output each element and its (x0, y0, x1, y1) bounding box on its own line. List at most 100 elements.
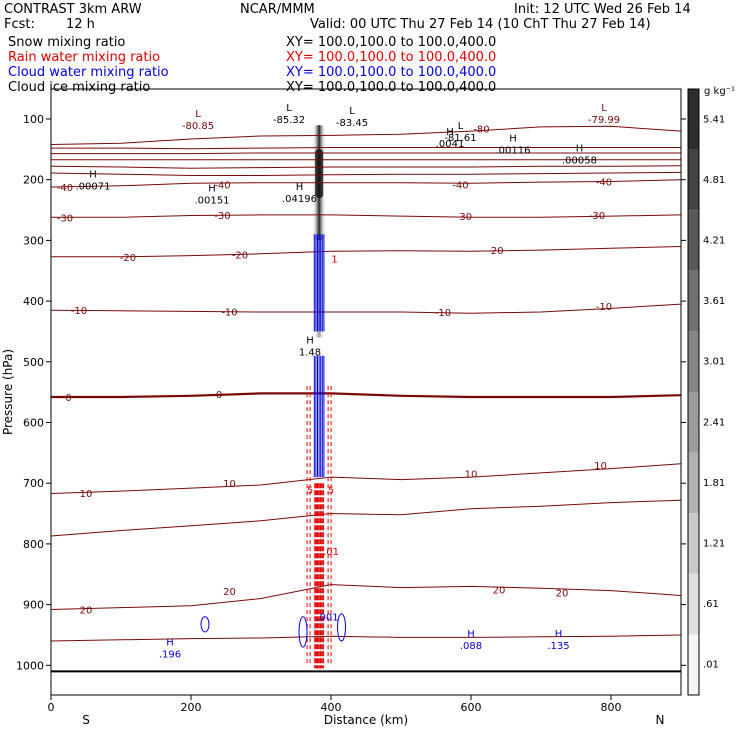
field-rain-xy: XY= 100.0,100.0 to 100.0,400.0 (286, 50, 497, 65)
x-end-label-north: N (656, 713, 665, 727)
y-tick-label: 300 (23, 234, 44, 247)
colorbar-segment (688, 573, 699, 635)
isotherm-line (51, 147, 681, 150)
valid-time: Valid: 00 UTC Thu 27 Feb 14 (10 ChT Thu … (310, 17, 651, 32)
colorbar-tick-label: 1.21 (703, 539, 725, 550)
contour-label: .01 (323, 547, 339, 558)
extremum-marker: H (296, 182, 304, 193)
colorbar-segment (688, 634, 699, 695)
isotherm-label: -20 (232, 250, 248, 261)
isotherm-line (51, 392, 682, 399)
field-cloud-ice-name: Cloud ice mixing ratio (8, 80, 151, 95)
model-title: CONTRAST 3km ARW (4, 2, 142, 17)
cloud-water-oval (298, 616, 308, 648)
y-tick-label: 900 (23, 599, 44, 612)
extremum-marker: H (576, 144, 584, 155)
colorbar-segment (688, 392, 699, 453)
isotherm-line (51, 246, 682, 258)
isotherm-label: -40 (57, 183, 73, 194)
extremum-marker: H (208, 184, 216, 195)
colorbar-tick-label: 3.01 (703, 357, 725, 368)
isotherm-label: -10 (71, 306, 87, 317)
extremum-value: .00058 (562, 156, 597, 167)
field-cloud-ice-xy: XY= 100.0,100.0 to 100.0,400.0 (286, 80, 497, 95)
extremum-value: .04196 (282, 194, 317, 205)
y-tick-label: 600 (23, 417, 44, 430)
y-tick-label: 1000 (16, 659, 44, 672)
extremum-value: .00151 (195, 196, 230, 207)
extremum-value: .088 (460, 641, 482, 652)
field-snow-name: Snow mixing ratio (8, 35, 126, 50)
contour-label: 5 (307, 485, 313, 496)
colorbar-tick-label: .01 (703, 660, 719, 671)
isotherm-line (51, 214, 682, 218)
y-tick-label: 200 (23, 174, 44, 187)
isotherm-line (50, 303, 682, 314)
colorbar-segment (688, 513, 699, 574)
extremum-value: -85.32 (273, 115, 305, 126)
colorbar-tick-label: 1.81 (703, 478, 725, 489)
snow-mixing-core (315, 149, 324, 198)
isotherm-line (50, 584, 682, 610)
colorbar-segment (688, 149, 699, 211)
center-name: NCAR/MMM (240, 2, 315, 17)
isotherm-line (50, 463, 682, 494)
isotherm-label: -80 (473, 125, 489, 136)
isotherm-label: -20 (120, 253, 136, 264)
isotherm-line (50, 634, 682, 642)
isotherm-label: 20 (493, 585, 506, 596)
isotherm-line (51, 152, 681, 155)
isotherm-label: 0 (216, 390, 222, 401)
extremum-value: .00116 (496, 145, 531, 156)
extremum-value: -83.45 (336, 118, 368, 129)
extremum-value: .135 (547, 641, 569, 652)
isotherm-label: -10 (596, 302, 612, 313)
isotherm-label: -40 (214, 181, 230, 192)
isotherm-label: -30 (214, 211, 230, 222)
isotherm-label: 10 (465, 469, 478, 480)
plot-frame (50, 88, 682, 696)
isotherm-label: -30 (456, 212, 472, 223)
colorbar-tick-label: 3.61 (703, 296, 725, 307)
x-tick-label: 200 (181, 701, 202, 714)
extremum-marker: L (286, 103, 292, 114)
x-tick-label: 600 (461, 701, 482, 714)
extremum-value: .0041 (436, 139, 465, 150)
extremum-value: 1.48 (299, 347, 321, 358)
y-tick-label: 800 (23, 538, 44, 551)
colorbar-segment (688, 452, 699, 514)
isotherm-line (50, 179, 682, 188)
contour-label: 1 (331, 255, 337, 266)
extremum-marker: L (349, 106, 355, 117)
extremum-marker: L (458, 121, 464, 132)
colorbar-tick-label: 5.41 (703, 114, 725, 125)
isotherm-line (50, 171, 682, 176)
colorbar-tick-label: 4.81 (703, 175, 725, 186)
x-end-label-south: S (82, 713, 90, 727)
init-time: Init: 12 UTC Wed 26 Feb 14 (514, 2, 691, 17)
isotherm-label: -40 (596, 178, 612, 189)
isotherm-label: 20 (556, 588, 569, 599)
colorbar: .01 .61 1.21 1.81 2.41 3.01 3.61 4.21 4.81 5.41 (687, 88, 725, 696)
isotherm-line (50, 499, 682, 537)
isotherm-label: -20 (487, 246, 503, 257)
extremum-value: -80.85 (182, 121, 214, 132)
colorbar-segment (688, 331, 699, 392)
isotherm-label: 0 (65, 393, 71, 404)
contour-label: .001 (316, 613, 338, 624)
extremum-marker: H (89, 170, 97, 181)
extremum-value: -81.61 (444, 133, 476, 144)
isotherm-label: -40 (452, 181, 468, 192)
cloud-water-oval (200, 616, 210, 633)
isotherm-label: 20 (80, 605, 93, 616)
extremum-marker: L (195, 109, 201, 120)
x-tick-label: 400 (321, 701, 342, 714)
isotherm-label: 20 (223, 587, 236, 598)
extremum-marker: H (555, 629, 563, 640)
forecast-label: Fcst: (4, 17, 35, 32)
extremum-marker: L (601, 103, 607, 114)
field-cloud-water-name: Cloud water mixing ratio (8, 65, 169, 80)
extremum-value: -79.99 (588, 115, 620, 126)
colorbar-unit: g kg⁻¹ (704, 86, 735, 97)
